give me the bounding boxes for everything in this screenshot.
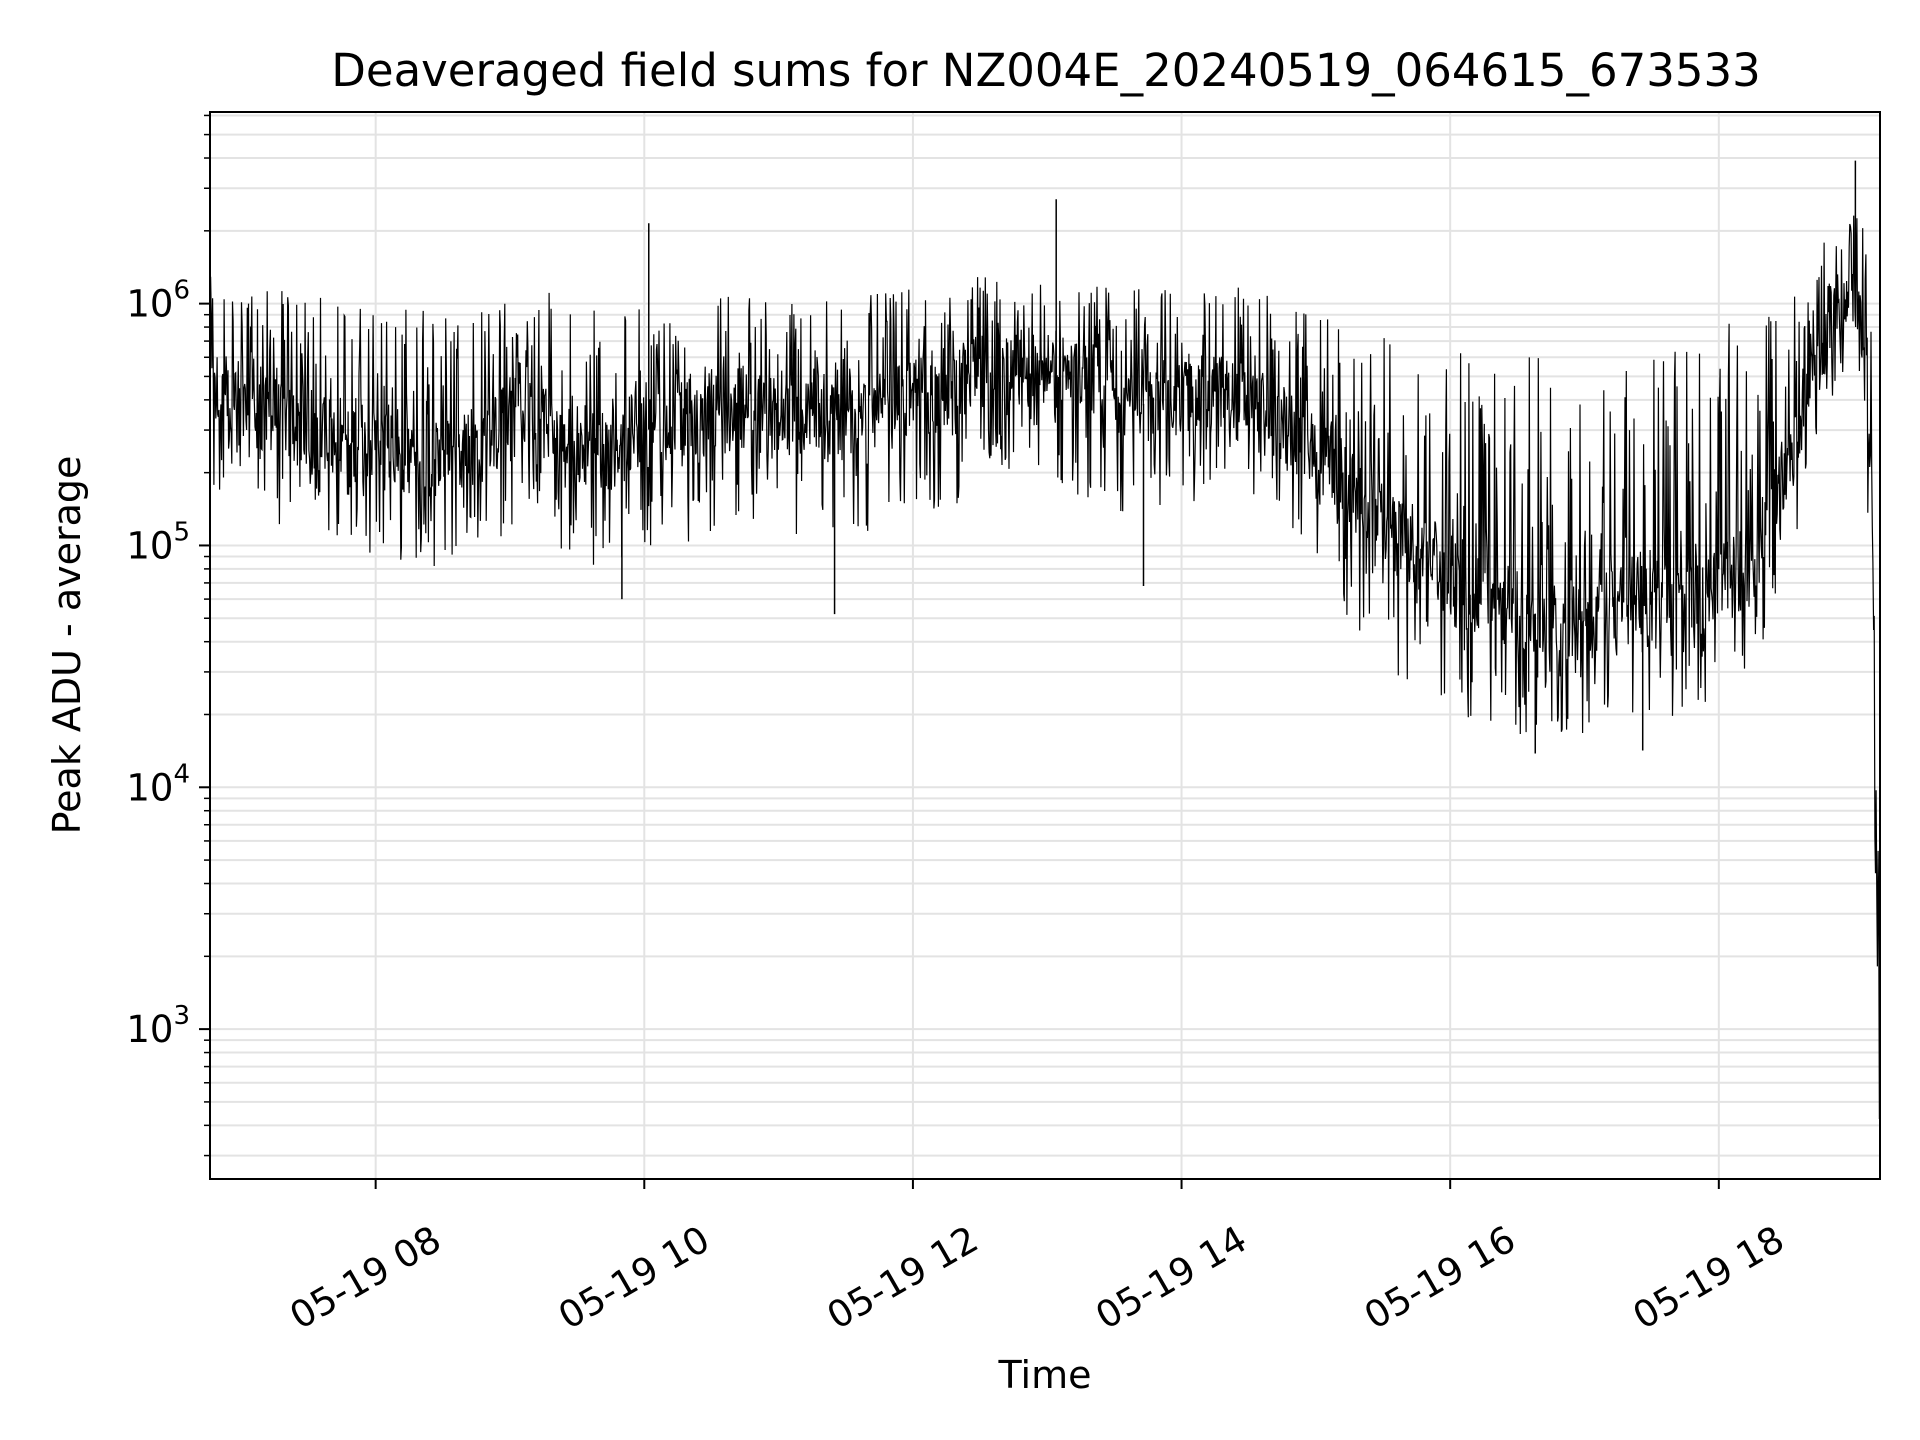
y-axis-label: Peak ADU - average (45, 456, 89, 835)
x-axis-label: Time (998, 1353, 1092, 1397)
chart-title: Deaveraged field sums for NZ004E_2024051… (331, 44, 1760, 97)
plot-frame (209, 111, 1881, 1180)
y-tick-label: 103 (126, 1001, 190, 1051)
series-trace (209, 215, 1881, 1120)
y-tick-label: 105 (126, 517, 190, 567)
y-tick-label: 104 (126, 759, 190, 809)
grid-lines (210, 112, 1880, 1179)
series-line (209, 160, 1881, 1120)
y-axis: 103 104 105 106 (126, 114, 210, 1157)
y-tick-label: 106 (126, 276, 190, 326)
